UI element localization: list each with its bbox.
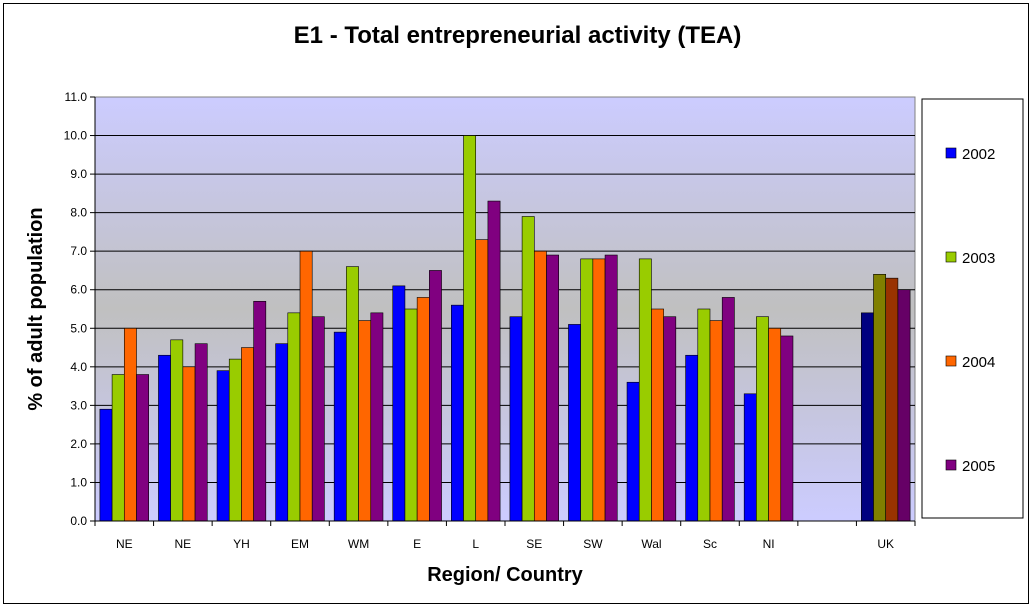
- bar-2003: [170, 339, 184, 522]
- bar-2002: [861, 312, 874, 522]
- bar-2004: [123, 327, 137, 522]
- bar-2005: [487, 200, 501, 522]
- bar-2003: [287, 312, 301, 522]
- bar-2004: [768, 327, 782, 522]
- bar-2002: [685, 354, 699, 522]
- legend-swatch-2003: [945, 251, 957, 263]
- bar-2003: [404, 308, 418, 522]
- x-tick-label: NE: [116, 537, 133, 551]
- bar-2003: [463, 135, 477, 522]
- bars: [99, 135, 911, 522]
- bar-2005: [370, 312, 384, 522]
- bar-2002: [333, 331, 347, 522]
- y-tick-label: 10.0: [64, 129, 88, 143]
- y-axis: 0.0 1.0 2.0 3.0 4.0 5.0 6.0 7.0 8.0 9.0 10.0 11.0: [64, 90, 96, 528]
- y-tick-label: 9.0: [70, 167, 87, 181]
- bar-2004: [651, 308, 664, 522]
- y-tick-label: 0.0: [70, 514, 87, 528]
- y-tick-label: 2.0: [70, 437, 87, 451]
- legend-label-2002: 2002: [962, 146, 995, 163]
- y-axis-title: % of adult population: [25, 207, 47, 410]
- legend-box: [921, 98, 1024, 519]
- bar-2002: [743, 393, 757, 522]
- bar-2005: [253, 300, 267, 522]
- x-tick-label: Sc: [703, 537, 717, 551]
- y-tick-label: 4.0: [70, 360, 87, 374]
- y-tick-label: 1.0: [70, 475, 87, 489]
- legend-swatch-2005: [945, 459, 957, 471]
- bar-2003: [697, 308, 711, 522]
- bar-2005: [194, 343, 208, 522]
- legend-swatch-2004: [945, 355, 957, 367]
- bar-2002: [99, 408, 113, 522]
- bar-2005: [663, 316, 677, 522]
- x-tick-label: Wal: [641, 537, 661, 551]
- x-tick-label: NI: [763, 537, 775, 551]
- bar-2005: [897, 289, 911, 522]
- bar-2002: [275, 343, 289, 522]
- x-tick-label: SE: [526, 537, 542, 551]
- bar-2004: [299, 250, 313, 522]
- x-tick-label: WM: [348, 537, 369, 551]
- y-tick-label: 3.0: [70, 398, 87, 412]
- bar-2002: [509, 316, 523, 522]
- legend-label-2005: 2005: [962, 458, 995, 475]
- bar-2003: [228, 358, 242, 522]
- bar-2003: [638, 258, 652, 522]
- bar-2004: [709, 320, 723, 522]
- bar-2004: [475, 239, 489, 522]
- bar-2003: [346, 266, 359, 522]
- bar-2004: [592, 258, 606, 522]
- x-tick-label: L: [472, 537, 479, 551]
- bar-2002: [626, 381, 640, 522]
- bar-2005: [721, 297, 735, 522]
- y-tick-label: 5.0: [70, 321, 87, 335]
- bar-2004: [416, 297, 430, 522]
- bar-2002: [216, 370, 230, 522]
- bar-2005: [136, 374, 149, 522]
- y-tick-label: 6.0: [70, 283, 87, 297]
- bar-2002: [451, 304, 464, 522]
- chart-title: E1 - Total entrepreneurial activity (TEA…: [293, 22, 742, 49]
- legend: 2002 2003 2004 2005: [921, 98, 1024, 519]
- bar-2003: [873, 274, 887, 522]
- bar-2004: [533, 250, 547, 522]
- bar-2005: [429, 270, 442, 522]
- legend-label-2003: 2003: [962, 250, 995, 267]
- legend-swatch-2002: [945, 147, 957, 159]
- x-axis: NE NE YH EM WM E L SE SW Wal Sc NI UK: [94, 520, 916, 551]
- bar-2005: [780, 335, 794, 522]
- bar-2004: [358, 320, 372, 522]
- bar-2003: [756, 316, 769, 522]
- bar-2005: [604, 254, 618, 522]
- x-tick-label: SW: [583, 537, 603, 551]
- y-tick-label: 7.0: [70, 244, 87, 258]
- bar-2002: [568, 324, 581, 522]
- bar-2003: [521, 216, 535, 522]
- y-tick-label: 8.0: [70, 206, 87, 220]
- bar-2005: [546, 254, 559, 522]
- bar-2003: [580, 258, 594, 522]
- bar-2004: [241, 347, 254, 522]
- bar-2005: [311, 316, 325, 522]
- legend-label-2004: 2004: [962, 354, 995, 371]
- x-tick-label: YH: [233, 537, 250, 551]
- x-tick-label: UK: [877, 537, 894, 551]
- x-axis-title: Region/ Country: [427, 564, 583, 586]
- bar-2004: [182, 366, 196, 522]
- bar-2004: [885, 277, 899, 522]
- x-tick-label: NE: [175, 537, 192, 551]
- bar-2003: [111, 374, 125, 522]
- bar-2002: [158, 354, 171, 522]
- y-tick-label: 11.0: [65, 90, 88, 104]
- x-tick-label: EM: [291, 537, 309, 551]
- bar-2002: [392, 285, 406, 522]
- x-tick-label: E: [413, 537, 421, 551]
